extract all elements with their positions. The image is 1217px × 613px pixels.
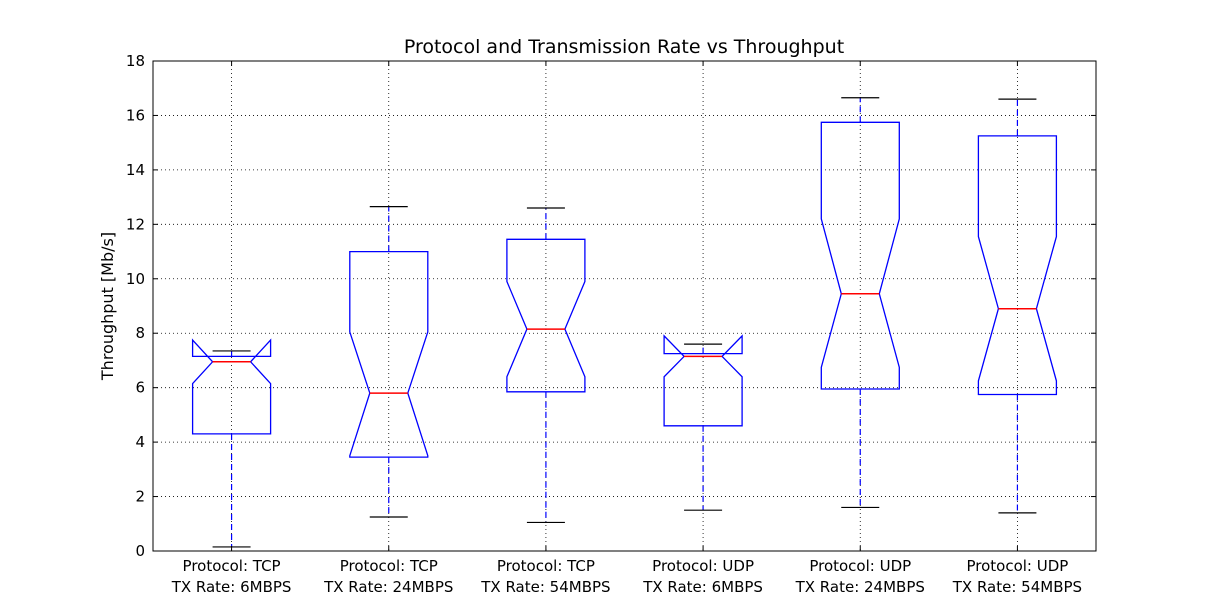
x-tick-label: Protocol: TCP	[497, 557, 595, 575]
x-tick-label: TX Rate: 24MBPS	[795, 578, 925, 596]
y-tick-label: 10	[126, 270, 145, 288]
box-2	[349, 206, 429, 518]
box-body	[506, 238, 586, 393]
box-4	[663, 334, 743, 511]
y-tick-label: 6	[135, 379, 145, 397]
x-tick-label: TX Rate: 24MBPS	[323, 578, 453, 596]
y-tick-label: 8	[135, 324, 145, 342]
box-6	[977, 98, 1058, 514]
x-tick-label: Protocol: UDP	[966, 557, 1068, 575]
box-body	[191, 338, 272, 435]
x-tick-label: TX Rate: 6MBPS	[171, 578, 292, 596]
x-tick-label: TX Rate: 54MBPS	[480, 578, 610, 596]
box-body	[349, 250, 429, 458]
y-tick-label: 16	[126, 106, 145, 124]
x-tick-label: Protocol: UDP	[652, 557, 754, 575]
y-axis: 0 2 4 6 8 10 12 14 16 18	[126, 52, 1096, 560]
x-tick-label: Protocol: UDP	[809, 557, 911, 575]
plot-frame	[152, 60, 1097, 552]
box-body	[977, 135, 1058, 396]
y-tick-label: 4	[135, 433, 145, 451]
x-tick-label: Protocol: TCP	[183, 557, 281, 575]
x-axis: Protocol: TCP TX Rate: 6MBPS Protocol: TCP…	[171, 61, 1082, 596]
y-axis-label: Throughput [Mb/s]	[98, 232, 117, 381]
y-tick-label: 14	[126, 161, 145, 179]
y-tick-label: 2	[135, 488, 145, 506]
boxes	[191, 97, 1058, 548]
chart-title: Protocol and Transmission Rate vs Throug…	[404, 36, 844, 58]
box-3	[506, 207, 586, 524]
x-tick-label: Protocol: TCP	[340, 557, 438, 575]
box-1	[191, 338, 272, 548]
box-body	[663, 334, 743, 427]
y-tick-label: 18	[126, 52, 145, 70]
y-tick-label: 0	[135, 542, 145, 560]
box-body	[820, 121, 900, 390]
grid	[153, 61, 1096, 551]
x-tick-label: TX Rate: 54MBPS	[952, 578, 1082, 596]
x-tick-label: TX Rate: 6MBPS	[642, 578, 763, 596]
y-tick-label: 12	[126, 215, 145, 233]
box-5	[820, 97, 900, 509]
